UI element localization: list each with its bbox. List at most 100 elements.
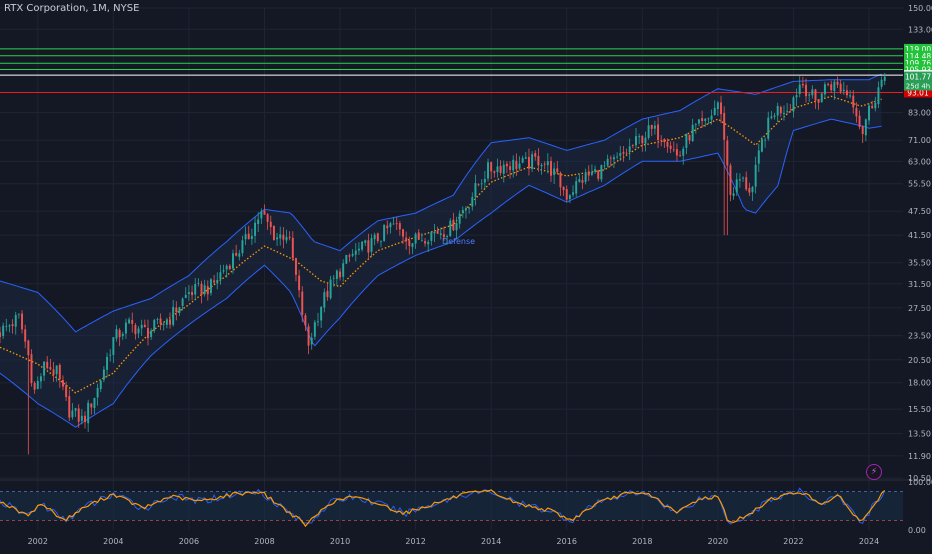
candle-body bbox=[213, 280, 216, 283]
candle-body bbox=[688, 134, 691, 141]
candle-body bbox=[556, 168, 559, 173]
candle-body bbox=[439, 233, 442, 235]
candle-body bbox=[354, 250, 357, 255]
candle-body bbox=[408, 240, 411, 246]
price-tick-label: 35.50 bbox=[908, 259, 931, 268]
time-tick-label: 2022 bbox=[783, 537, 803, 546]
time-tick-label: 2012 bbox=[405, 537, 425, 546]
moving-average-dotted bbox=[0, 95, 882, 394]
price-tick-label: 13.50 bbox=[908, 430, 931, 439]
candle-body bbox=[493, 171, 496, 173]
price-tick-label: 83.00 bbox=[908, 109, 931, 118]
candle-body bbox=[178, 307, 181, 313]
candle-body bbox=[553, 168, 556, 175]
candle-body bbox=[191, 292, 194, 296]
candle-body bbox=[77, 408, 80, 422]
lightning-icon[interactable]: ⚡ bbox=[866, 464, 882, 480]
candle-body bbox=[137, 328, 140, 334]
candle-body bbox=[27, 340, 30, 356]
candle-body bbox=[238, 253, 241, 257]
candle-body bbox=[502, 164, 505, 174]
candle-body bbox=[496, 166, 499, 173]
candle-body bbox=[348, 255, 351, 257]
candle-body bbox=[660, 140, 663, 141]
candle-body bbox=[310, 337, 313, 345]
time-tick-label: 2004 bbox=[103, 537, 123, 546]
candle-body bbox=[877, 87, 880, 105]
candle-body bbox=[209, 279, 212, 294]
candle-body bbox=[424, 241, 427, 244]
candle-body bbox=[452, 219, 455, 231]
candle-body bbox=[745, 177, 748, 190]
price-tick-label: 27.50 bbox=[908, 304, 931, 313]
time-tick-label: 2010 bbox=[330, 537, 350, 546]
candle-body bbox=[537, 155, 540, 166]
candle-body bbox=[307, 326, 310, 346]
candle-body bbox=[801, 83, 804, 86]
candle-body bbox=[572, 192, 575, 195]
candle-body bbox=[276, 237, 279, 240]
candle-body bbox=[697, 119, 700, 124]
candle-body bbox=[260, 211, 263, 219]
candle-body bbox=[436, 230, 439, 234]
grid-layer bbox=[0, 7, 932, 530]
candle-body bbox=[546, 161, 549, 166]
candle-body bbox=[685, 133, 688, 148]
candle-body bbox=[285, 236, 288, 241]
candle-body bbox=[713, 107, 716, 115]
candle-body bbox=[783, 112, 785, 115]
candle-body bbox=[244, 234, 247, 240]
candle-body bbox=[175, 307, 178, 313]
candle-body bbox=[842, 89, 845, 91]
candle-body bbox=[2, 325, 5, 337]
candle-body bbox=[222, 270, 225, 272]
candle-body bbox=[738, 179, 741, 181]
candle-body bbox=[320, 306, 323, 321]
candle-body bbox=[197, 282, 200, 284]
price-level-lines[interactable] bbox=[0, 48, 903, 93]
candle-body bbox=[474, 183, 477, 198]
candle-body bbox=[524, 157, 527, 159]
price-tick-label: 11.90 bbox=[908, 452, 931, 461]
candle-body bbox=[562, 186, 565, 191]
time-axis[interactable]: 2002 2004 2006 2008 2010 2012 2014 2016 2018 2020… bbox=[28, 537, 880, 546]
candle-body bbox=[370, 238, 373, 252]
price-tick-label: 133.00 bbox=[908, 25, 932, 34]
candle-body bbox=[118, 330, 121, 338]
candle-body bbox=[509, 166, 512, 170]
candle-body bbox=[298, 275, 301, 291]
candle-body bbox=[845, 90, 848, 96]
price-tick-label: 18.00 bbox=[908, 379, 931, 388]
candle-body bbox=[449, 220, 452, 237]
candle-body bbox=[159, 318, 162, 324]
candle-body bbox=[836, 81, 839, 85]
chart-title: RTX Corporation, 1M, NYSE bbox=[4, 3, 140, 14]
candle-body bbox=[757, 150, 760, 164]
candle-body bbox=[326, 290, 329, 297]
candle-body bbox=[657, 124, 660, 140]
candle-body bbox=[767, 117, 770, 139]
price-axis[interactable]: 150.00 133.00 119.00 105.93 93.01 83.00 71.00 6… bbox=[904, 4, 932, 535]
candle-body bbox=[232, 253, 234, 269]
price-tick-label: 23.50 bbox=[908, 332, 931, 341]
candle-body bbox=[147, 328, 149, 339]
price-level-tag bbox=[904, 64, 932, 75]
candle-body bbox=[720, 102, 722, 115]
candle-body bbox=[228, 265, 231, 270]
candle-body bbox=[682, 148, 685, 156]
bollinger-bands: Defense bbox=[0, 73, 882, 428]
candle-body bbox=[115, 329, 118, 339]
candle-body bbox=[716, 102, 719, 110]
candle-body bbox=[433, 231, 436, 234]
candle-body bbox=[742, 177, 745, 179]
candle-body bbox=[99, 380, 102, 390]
candle-body bbox=[247, 233, 250, 239]
candle-body bbox=[521, 157, 524, 163]
candle-body bbox=[512, 159, 515, 171]
candle-body bbox=[345, 255, 348, 264]
candle-body bbox=[342, 263, 345, 277]
candle-body bbox=[304, 315, 307, 326]
price-tick-label: 15.50 bbox=[908, 405, 931, 414]
candle-body bbox=[594, 169, 597, 172]
